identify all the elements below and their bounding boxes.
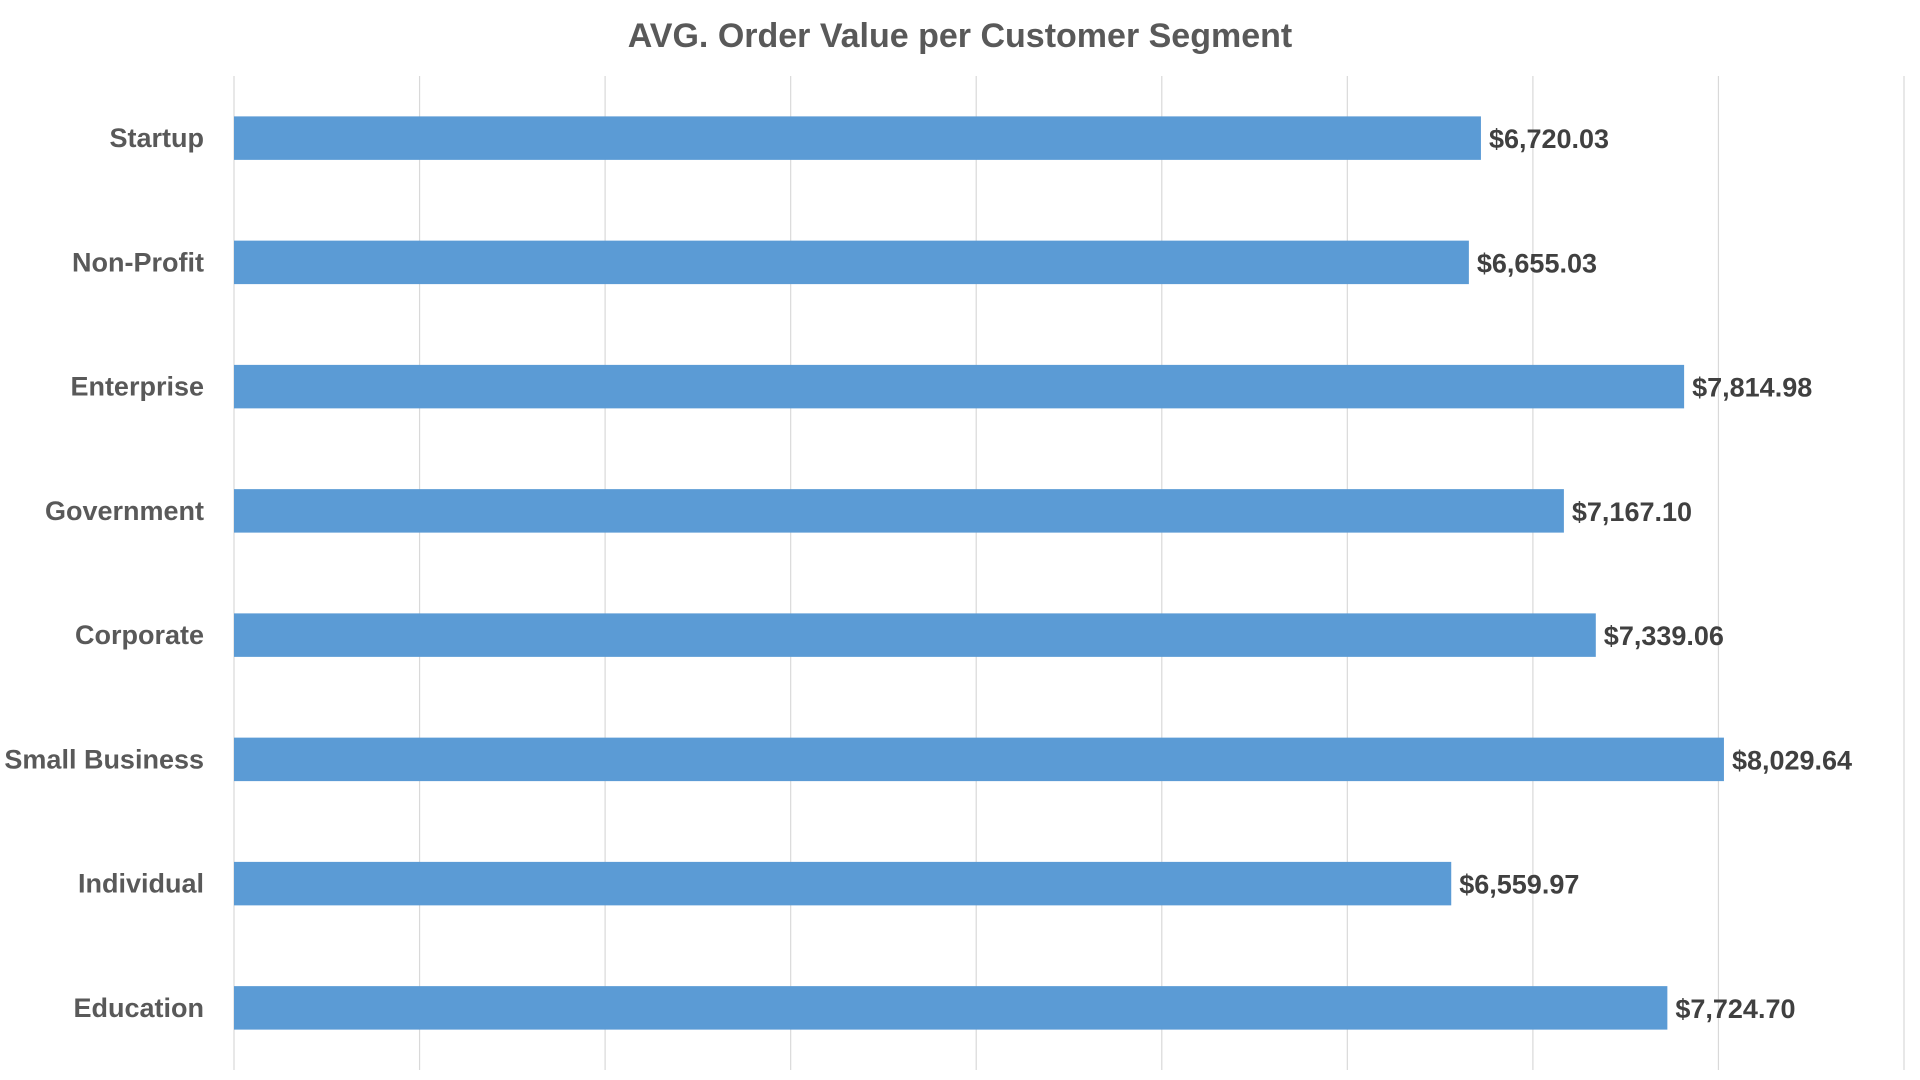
data-label: $7,167.10 xyxy=(1572,497,1692,527)
data-label: $8,029.64 xyxy=(1732,745,1852,775)
bar-corporate xyxy=(234,613,1596,657)
bar-startup xyxy=(234,116,1481,160)
category-labels: Startup Non-Profit Enterprise Government Cor… xyxy=(4,123,204,1023)
gridlines xyxy=(233,76,1905,1070)
category-label: Individual xyxy=(78,869,204,899)
data-label: $7,814.98 xyxy=(1692,373,1812,403)
data-label: $6,559.97 xyxy=(1459,870,1579,900)
bar-non-profit xyxy=(234,240,1469,285)
category-label: Enterprise xyxy=(70,372,204,402)
category-label: Corporate xyxy=(75,620,204,650)
value-labels: $6,720.03 $6,655.03 $7,814.98 $7,167.10 $7,3… xyxy=(1459,124,1852,1024)
category-label: Education xyxy=(73,993,204,1023)
data-label: $7,724.70 xyxy=(1675,994,1795,1024)
bar-government xyxy=(234,489,1564,533)
bar-enterprise xyxy=(234,364,1685,409)
bar-education xyxy=(234,986,1668,1030)
bars xyxy=(234,116,1724,1030)
bar-small-business xyxy=(234,737,1724,782)
data-label: $7,339.06 xyxy=(1604,621,1724,651)
data-label: $6,720.03 xyxy=(1489,124,1609,154)
category-label: Non-Profit xyxy=(72,247,204,277)
bar-individual xyxy=(234,861,1452,906)
data-label: $6,655.03 xyxy=(1477,248,1597,278)
category-label: Government xyxy=(45,496,204,526)
chart-title: AVG. Order Value per Customer Segment xyxy=(628,17,1292,55)
category-label: Startup xyxy=(110,123,205,153)
category-label: Small Business xyxy=(4,744,204,774)
